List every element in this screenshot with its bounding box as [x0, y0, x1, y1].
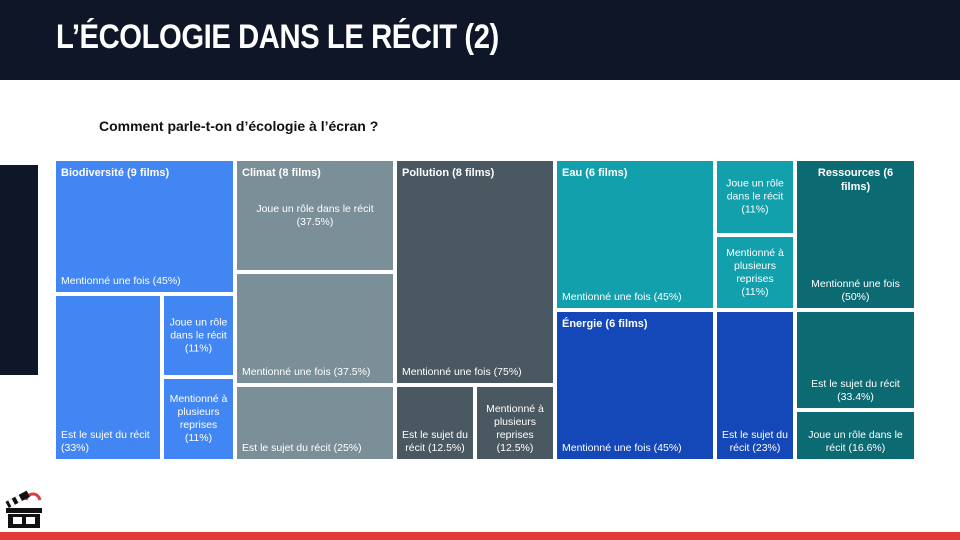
treemap-cell-label: Mentionné une fois (75%) [402, 366, 522, 378]
treemap-cell-label: Joue un rôle dans le récit (11%) [726, 177, 784, 216]
side-accent-bar [0, 165, 38, 375]
treemap-cell: Pollution (8 films) Mentionné une fois (7… [395, 159, 555, 385]
treemap-cell-label: Joue un rôle dans le récit (11%) [169, 316, 228, 354]
treemap-cell-label: Est le sujet du récit (25%) [242, 442, 362, 454]
group-title: Biodiversité (9 films) [61, 167, 170, 179]
treemap-cell-label: Mentionné une fois (45%) [61, 275, 181, 287]
treemap-cell: Mentionné à plusieurs reprises (11%) [715, 235, 795, 310]
treemap-cell-label: Joue un rôle dans le récit (16.6%) [808, 429, 903, 454]
group-title: Pollution (8 films) [402, 167, 495, 179]
treemap-cell: Est le sujet du récit (33%) [54, 294, 162, 461]
treemap-cell: Joue un rôle dans le récit (16.6%) [795, 410, 916, 461]
treemap-cell: Eau (6 films) Mentionné une fois (45%) [555, 159, 715, 310]
group-title: Climat (8 films) [242, 167, 321, 179]
popcorn-clapper-logo-icon [4, 486, 44, 530]
group-title: Ressources (6 films) [817, 167, 894, 193]
treemap-cell: Est le sujet du récit (25%) [235, 385, 395, 461]
treemap-cell: Est le sujet du récit (12.5%) [395, 385, 475, 461]
chart-title: Comment parle-t-on d’écologie à l’écran … [99, 118, 379, 134]
treemap-cell: Est le sujet du récit (23%) [715, 310, 795, 461]
treemap-cell-label: Mentionné une fois (50%) [811, 278, 900, 303]
page-title: L’ÉCOLOGIE DANS LE RÉCIT (2) [56, 18, 499, 56]
treemap-cell: Mentionné à plusieurs reprises (11%) [162, 377, 235, 461]
treemap-cell: Joue un rôle dans le récit (11%) [162, 294, 235, 377]
header-bar: L’ÉCOLOGIE DANS LE RÉCIT (2) [0, 0, 960, 80]
group-title: Énergie (6 films) [562, 318, 648, 330]
treemap-cell-label: Est le sujet du récit (12.5%) [402, 429, 468, 454]
treemap-cell-label: Mentionné une fois (45%) [562, 442, 682, 454]
treemap-cell: Biodiversité (9 films) Mentionné une fois… [54, 159, 235, 294]
treemap-cell: Joue un rôle dans le récit (11%) [715, 159, 795, 235]
treemap-cell: Énergie (6 films) Mentionné une fois (45%… [555, 310, 715, 461]
treemap-cell-label: Est le sujet du récit (23%) [722, 429, 788, 454]
treemap-cell-label: Joue un rôle dans le récit (37.5%) [256, 202, 374, 228]
treemap-cell-label: Mentionné une fois (45%) [562, 291, 682, 303]
treemap-cell: Climat (8 films) Joue un rôle dans le réc… [235, 159, 395, 272]
treemap-cell-label: Mentionné à plusieurs reprises (11%) [169, 393, 228, 444]
group-title: Eau (6 films) [562, 167, 628, 179]
treemap-cell: Mentionné à plusieurs reprises (12.5%) [475, 385, 555, 461]
treemap-cell: Est le sujet du récit (33.4%) [795, 310, 916, 410]
treemap-cell-label: Mentionné une fois (37.5%) [242, 366, 371, 378]
treemap-cell-label: Mentionné à plusieurs reprises (11%) [726, 246, 784, 298]
treemap-cell-label: Est le sujet du récit (33.4%) [811, 378, 900, 403]
treemap-cell: Mentionné une fois (37.5%) [235, 272, 395, 385]
treemap-cell: Ressources (6 films) Mentionné une fois (… [795, 159, 916, 310]
bottom-accent-bar [0, 532, 960, 540]
treemap-cell-label: Est le sujet du récit (33%) [61, 429, 150, 454]
treemap-cell-label: Mentionné à plusieurs reprises (12.5%) [486, 403, 544, 454]
